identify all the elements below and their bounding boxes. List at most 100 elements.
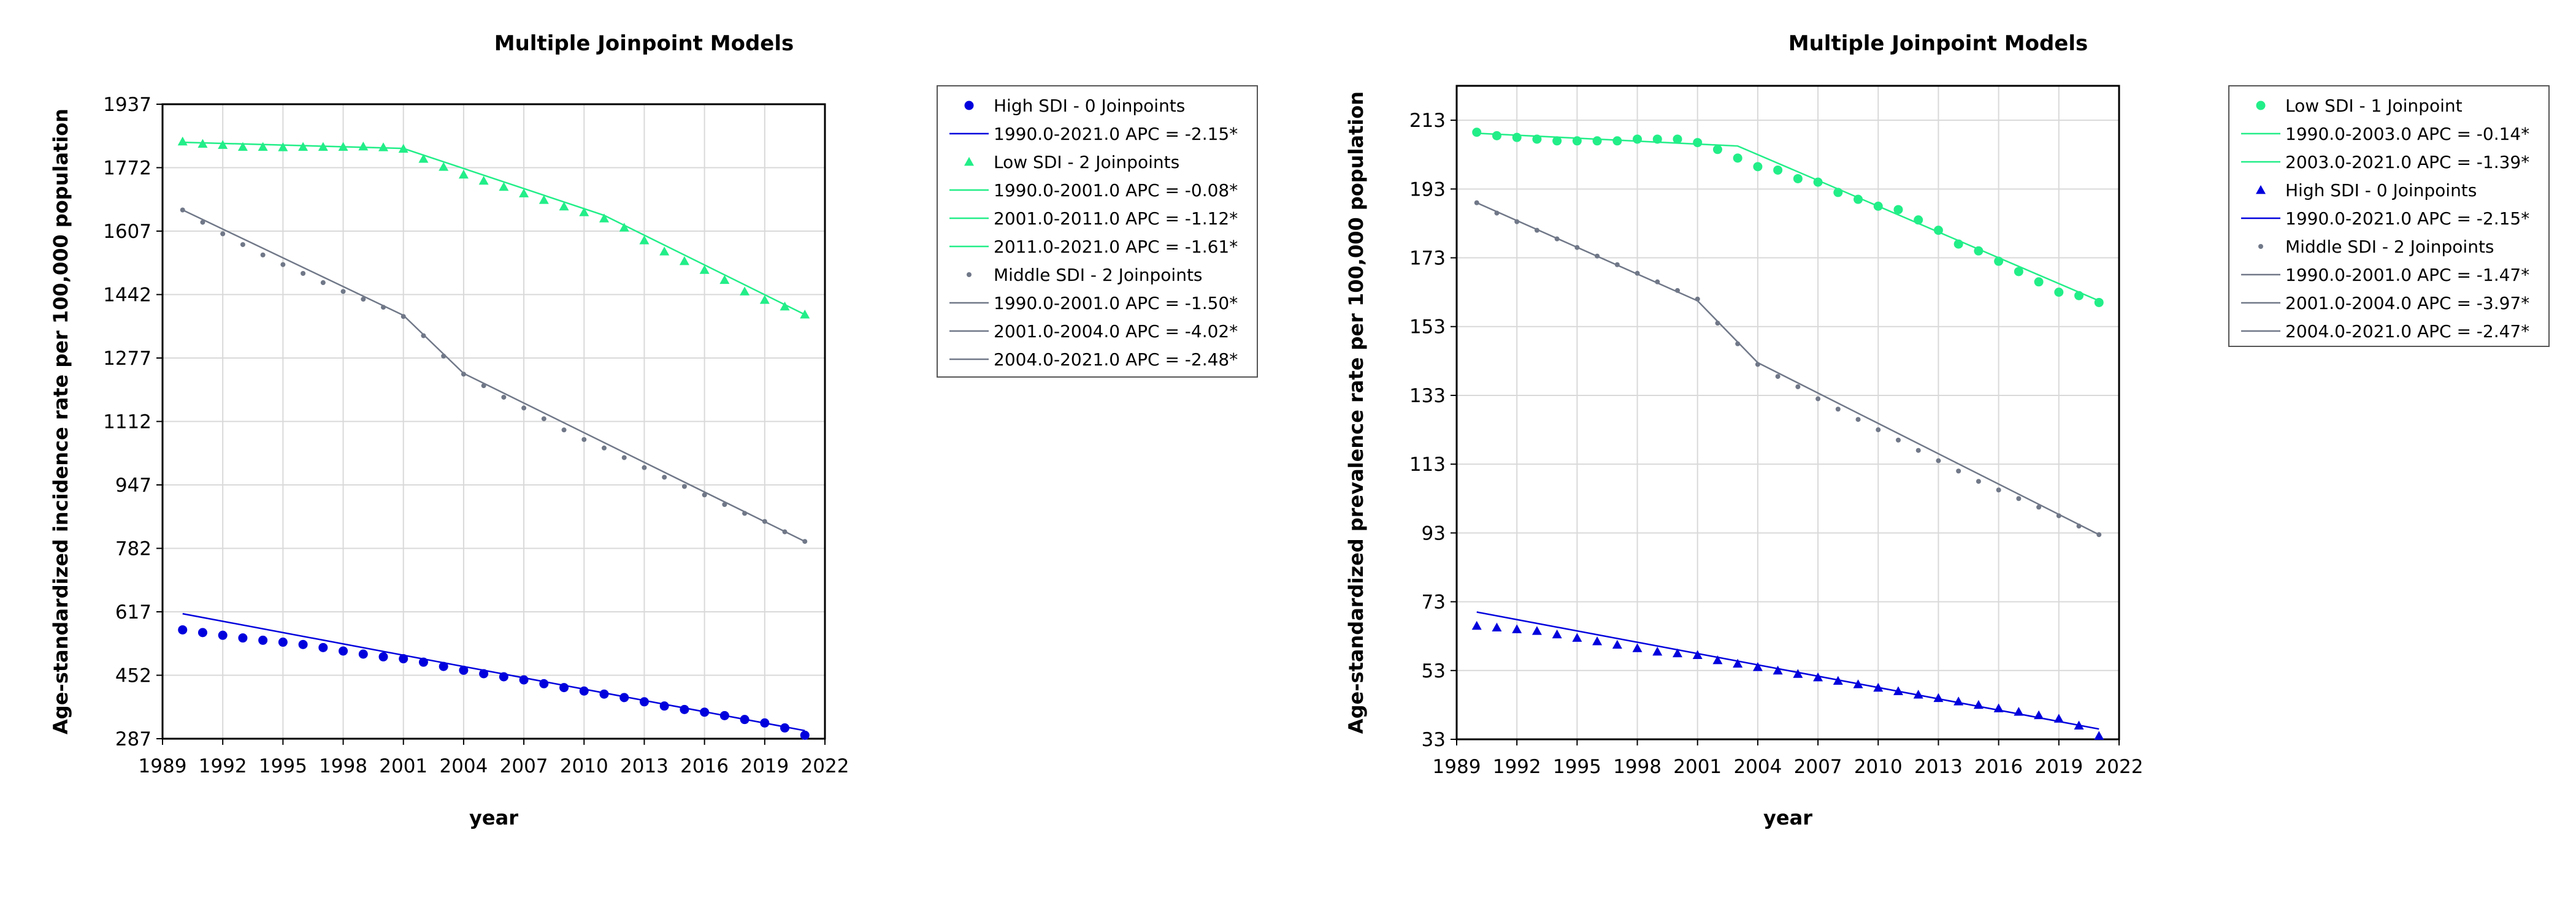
data-point (401, 314, 406, 319)
legend-segment-label: 1990.0-2003.0 APC = -0.14* (2285, 124, 2529, 144)
data-point (398, 143, 408, 153)
data-point (680, 704, 689, 714)
data-point (1592, 136, 1602, 146)
data-point (1474, 200, 1479, 205)
y-tick-label: 33 (1422, 729, 1446, 751)
data-point (278, 142, 288, 151)
data-point (1512, 132, 1522, 142)
legend-marker (2256, 101, 2266, 110)
data-point (1752, 662, 1763, 671)
data-point (2054, 288, 2064, 297)
data-point (1652, 134, 1662, 144)
data-point (340, 289, 346, 294)
data-point (318, 142, 328, 151)
data-point (1956, 468, 1961, 474)
data-point (1552, 629, 1562, 639)
data-point (621, 455, 627, 460)
x-tick-label: 2013 (1914, 756, 1963, 778)
data-point (1974, 246, 1984, 256)
data-point (1471, 620, 1482, 630)
data-point (639, 235, 650, 245)
data-point (762, 519, 767, 524)
fitted-line (182, 209, 805, 543)
x-tick-label: 2004 (1733, 756, 1782, 778)
chart-title: Multiple Joinpoint Models (494, 31, 794, 56)
data-point (2016, 496, 2022, 501)
data-point (539, 195, 549, 204)
data-point (2034, 277, 2044, 287)
data-point (358, 649, 368, 659)
data-point (1693, 138, 1703, 148)
data-point (278, 638, 288, 647)
legend-segment-label: 2004.0-2021.0 APC = -2.48* (994, 349, 1238, 370)
x-tick-label: 2022 (801, 755, 849, 777)
y-tick-label: 1607 (103, 221, 151, 243)
data-point (439, 162, 449, 171)
data-point (1835, 406, 1841, 412)
y-tick-label: 782 (115, 538, 151, 560)
data-point (1675, 288, 1680, 293)
fitted-line (1476, 202, 2099, 536)
data-point (1655, 279, 1660, 284)
data-point (218, 140, 228, 149)
y-tick-label: 173 (1409, 248, 1446, 270)
data-point (378, 142, 388, 151)
data-point (1936, 458, 1941, 463)
data-point (1614, 262, 1620, 267)
data-point (237, 142, 248, 151)
data-point (1612, 639, 1622, 649)
x-tick-label: 2010 (560, 755, 608, 777)
data-point (802, 539, 808, 544)
legend-marker (964, 101, 974, 110)
data-point (461, 371, 466, 377)
data-point (740, 286, 750, 295)
data-point (579, 686, 589, 696)
y-tick-label: 452 (115, 665, 151, 687)
data-point (258, 142, 268, 151)
data-point (599, 213, 609, 223)
fitted-line (182, 612, 805, 732)
y-axis-label: Age-standardized prevalence rate per 100… (1344, 91, 1368, 734)
legend-marker (2258, 244, 2263, 249)
data-point (1534, 227, 1539, 233)
data-point (458, 169, 469, 179)
data-point (2034, 710, 2044, 720)
x-tick-label: 1989 (1433, 756, 1481, 778)
y-tick-label: 1112 (103, 411, 151, 433)
legend-segment-label: 1990.0-2001.0 APC = -0.08* (994, 180, 1238, 200)
data-point (719, 275, 730, 284)
data-point (722, 501, 727, 507)
data-point (1574, 245, 1580, 250)
legend-box (937, 85, 1258, 378)
data-point (378, 652, 388, 661)
y-tick-label: 53 (1422, 660, 1446, 682)
data-point (240, 242, 245, 247)
data-point (1813, 672, 1823, 682)
data-point (1876, 427, 1881, 433)
data-point (2014, 267, 2023, 276)
data-point (780, 301, 790, 311)
data-point (2074, 720, 2084, 730)
data-point (521, 405, 527, 411)
series-1 (178, 612, 810, 740)
data-point (2076, 524, 2082, 529)
data-point (220, 231, 226, 237)
data-point (1873, 682, 1884, 692)
x-tick-label: 1995 (1553, 756, 1601, 778)
data-point (599, 689, 609, 699)
data-point (2094, 297, 2104, 307)
chart-2: Multiple Joinpoint Models 1989 1992 1995 199… (1344, 31, 2550, 829)
data-point (1712, 655, 1723, 665)
data-point (639, 697, 649, 707)
data-point (642, 465, 647, 470)
data-point (1976, 479, 1981, 484)
data-point (218, 630, 228, 640)
data-point (1813, 177, 1823, 187)
y-axis-label: Age-standardized incidence rate per 100,… (49, 109, 72, 734)
y-tick-label: 153 (1409, 316, 1446, 338)
series-2 (177, 136, 810, 319)
data-point (1853, 194, 1863, 204)
data-point (1793, 669, 1803, 678)
data-point (1531, 626, 1542, 635)
